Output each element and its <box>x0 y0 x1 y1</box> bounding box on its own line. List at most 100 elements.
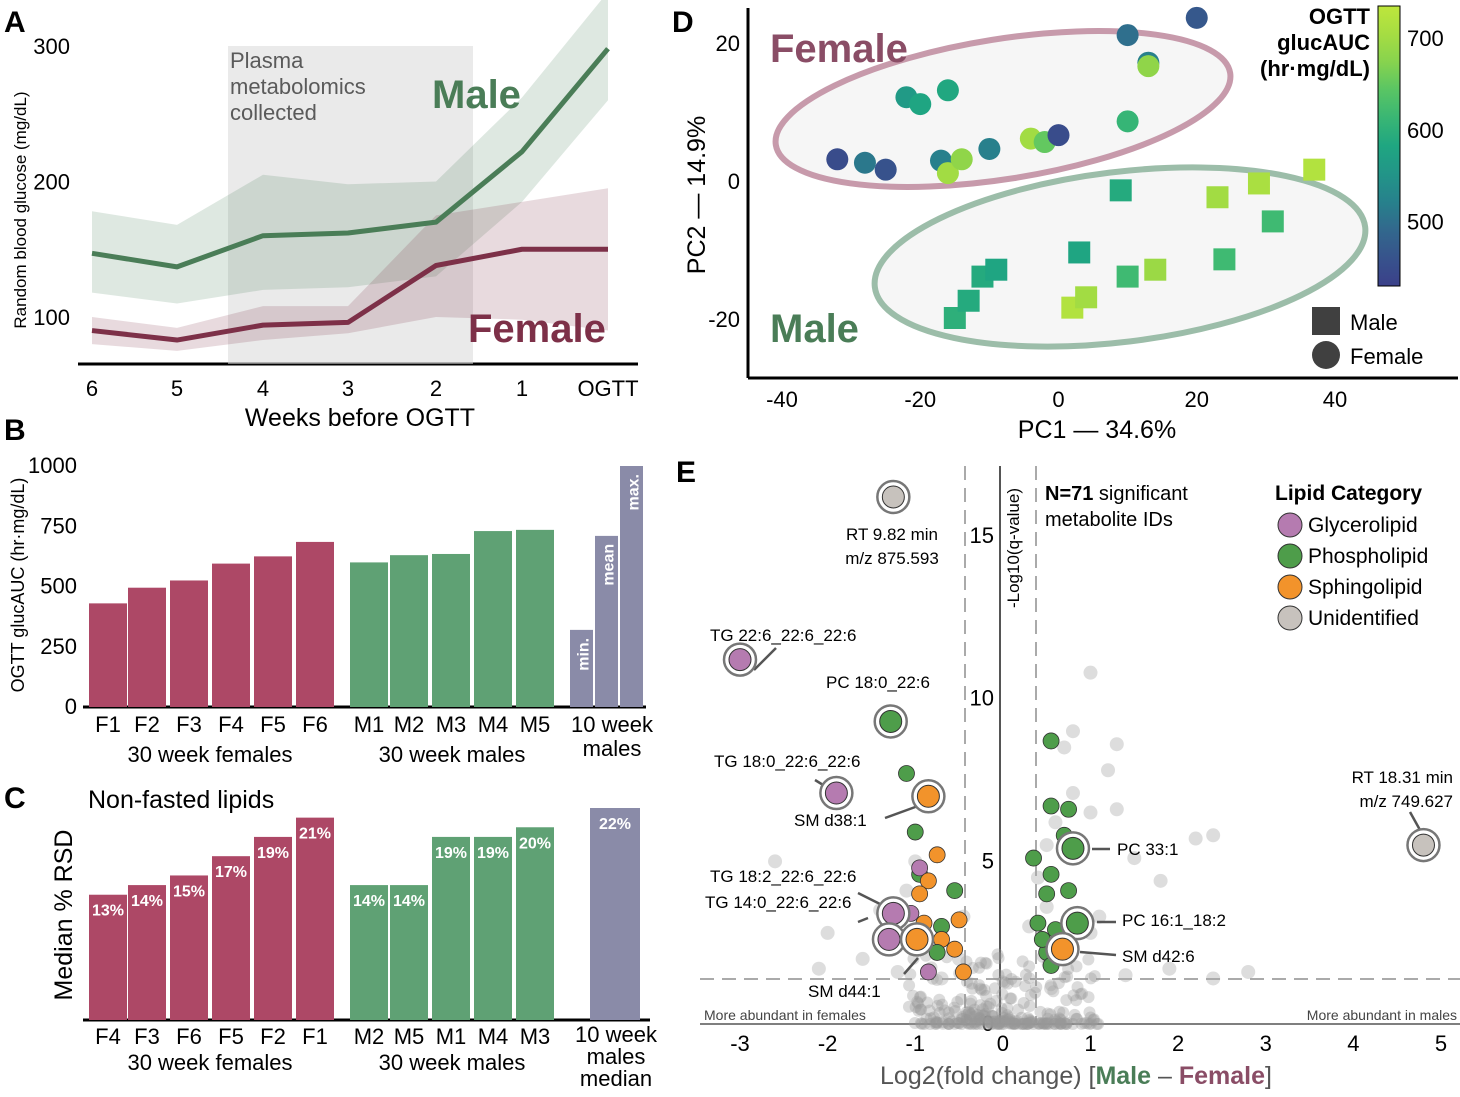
y-tick-label: 100 <box>33 305 70 330</box>
female-sample-point <box>826 148 849 171</box>
background-point <box>1015 1011 1028 1024</box>
background-point <box>962 1006 975 1019</box>
bar-f2 <box>128 587 166 707</box>
x-tick-label: 40 <box>1323 387 1347 412</box>
sphingolipid-point <box>919 872 937 890</box>
background-point <box>974 982 987 995</box>
background-point <box>980 1000 993 1013</box>
background-point <box>1019 968 1032 981</box>
y-axis-title: PC2 — 14.9% <box>683 116 711 274</box>
background-point <box>969 1015 982 1028</box>
callout-line <box>753 647 777 671</box>
background-point <box>987 1015 1000 1028</box>
background-point <box>1039 899 1054 914</box>
background-point <box>966 982 979 995</box>
background-point <box>1012 1017 1025 1030</box>
background-point <box>1206 828 1221 843</box>
bar-value-label: 20% <box>519 835 551 852</box>
background-point <box>1042 1017 1055 1030</box>
background-point <box>1033 1017 1046 1030</box>
background-point <box>1083 665 1098 680</box>
background-point <box>1060 1017 1073 1030</box>
bar-category-label: F6 <box>302 712 328 737</box>
background-point <box>966 1006 979 1019</box>
background-point <box>1058 971 1071 984</box>
background-point <box>968 1003 981 1016</box>
background-point <box>1041 1007 1054 1020</box>
bar-median <box>590 808 640 1020</box>
background-point <box>1044 1008 1057 1021</box>
background-point <box>978 1010 991 1023</box>
callout-line <box>1408 811 1422 831</box>
background-point <box>996 1015 1009 1028</box>
background-point <box>1070 994 1083 1007</box>
highlighted-phospholipid-point <box>879 709 903 733</box>
highlighted-unidentified-point <box>881 485 905 509</box>
panel-letter-a: A <box>4 6 26 39</box>
background-point <box>1092 1017 1105 1030</box>
bar-category-label: M1 <box>354 712 385 737</box>
background-point <box>1027 1017 1040 1030</box>
ci-band-male <box>92 0 608 304</box>
y-tick-label: 750 <box>40 513 77 538</box>
background-point <box>967 1010 980 1023</box>
background-point <box>1048 1017 1061 1030</box>
background-point <box>933 993 946 1006</box>
background-point <box>1071 981 1084 994</box>
sphingolipid-point <box>950 911 968 929</box>
background-point <box>952 1017 965 1030</box>
bar-value-label: 19% <box>477 845 509 862</box>
background-point <box>1057 740 1072 755</box>
highlighted-glycerolipid-point <box>881 901 905 925</box>
bar-f1 <box>296 817 334 1020</box>
background-point <box>914 1003 927 1016</box>
background-point <box>1048 815 1063 830</box>
group-label-males: 30 week males <box>379 742 526 767</box>
bar-m4 <box>474 836 512 1020</box>
background-point <box>1021 1017 1034 1030</box>
background-point <box>998 976 1011 989</box>
bar-f2 <box>254 836 292 1020</box>
x-tick-label: -2 <box>818 1031 838 1056</box>
bar-value-label: 14% <box>131 893 163 910</box>
bar-f4 <box>89 894 127 1020</box>
background-point <box>1060 1017 1073 1030</box>
bar-category-label: F4 <box>218 712 244 737</box>
background-point <box>915 1003 928 1016</box>
background-point <box>1090 1018 1103 1030</box>
background-point <box>1039 838 1054 853</box>
bar-category-label: F5 <box>260 712 286 737</box>
background-point <box>968 1016 981 1029</box>
background-point <box>1049 1013 1062 1026</box>
background-point <box>1052 1017 1065 1030</box>
x-axis-title: PC1 — 34.6% <box>1018 416 1176 444</box>
background-point <box>912 1004 925 1017</box>
background-point <box>1081 1017 1094 1030</box>
highlighted-unidentified-point <box>1411 833 1435 857</box>
bar-category-label: F1 <box>95 712 121 737</box>
background-point <box>1087 1013 1100 1026</box>
male-sample-point <box>943 307 966 329</box>
highlighted-phospholipid-point <box>1065 911 1089 935</box>
group-label-young: 10 week <box>575 1022 658 1047</box>
background-point <box>949 1004 962 1017</box>
bar-category-label: F2 <box>134 712 160 737</box>
point-label: PC 16:1_18:2 <box>1122 911 1226 930</box>
background-point <box>1083 805 1098 820</box>
background-point <box>914 1017 927 1030</box>
background-point <box>931 999 944 1012</box>
bar-value-label: 21% <box>299 826 331 843</box>
background-point <box>974 999 987 1012</box>
background-point <box>995 1002 1008 1015</box>
point-label: SM d38:1 <box>794 811 867 830</box>
x-tick-label: 4 <box>257 376 269 401</box>
y-tick-label: 500 <box>40 574 77 599</box>
bar-category-label: M3 <box>520 1024 551 1049</box>
background-point <box>1054 1013 1067 1026</box>
background-point <box>1005 1017 1018 1030</box>
bar-min <box>570 629 593 707</box>
background-point <box>1017 1017 1030 1030</box>
background-point <box>915 1017 928 1030</box>
bar-f6 <box>170 875 208 1020</box>
legend-icon-phospholipid <box>1277 543 1303 569</box>
